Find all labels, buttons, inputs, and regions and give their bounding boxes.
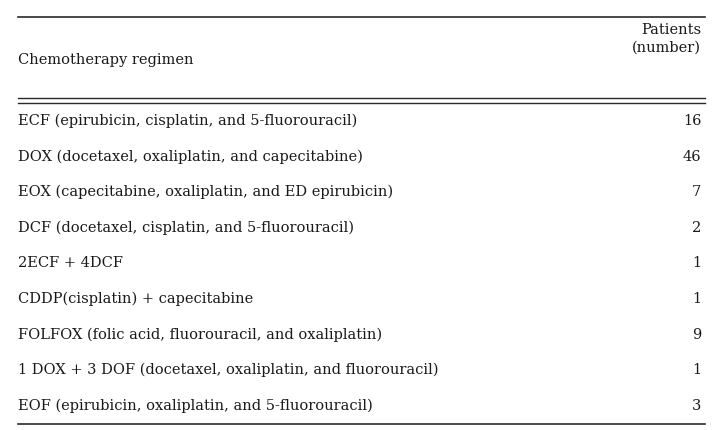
Text: 2ECF + 4DCF: 2ECF + 4DCF bbox=[18, 256, 123, 270]
Text: DCF (docetaxel, cisplatin, and 5-fluorouracil): DCF (docetaxel, cisplatin, and 5-fluorou… bbox=[18, 221, 354, 235]
Text: EOX (capecitabine, oxaliplatin, and ED epirubicin): EOX (capecitabine, oxaliplatin, and ED e… bbox=[18, 185, 393, 200]
Text: 3: 3 bbox=[692, 399, 701, 413]
Text: CDDP(cisplatin) + capecitabine: CDDP(cisplatin) + capecitabine bbox=[18, 292, 253, 306]
Text: DOX (docetaxel, oxaliplatin, and capecitabine): DOX (docetaxel, oxaliplatin, and capecit… bbox=[18, 149, 363, 164]
Text: Patients
(number): Patients (number) bbox=[633, 22, 701, 55]
Text: 9: 9 bbox=[692, 328, 701, 341]
Text: 46: 46 bbox=[683, 150, 701, 163]
Text: FOLFOX (folic acid, fluorouracil, and oxaliplatin): FOLFOX (folic acid, fluorouracil, and ox… bbox=[18, 327, 382, 342]
Text: 1: 1 bbox=[692, 292, 701, 306]
Text: ECF (epirubicin, cisplatin, and 5-fluorouracil): ECF (epirubicin, cisplatin, and 5-fluoro… bbox=[18, 114, 357, 128]
Text: 7: 7 bbox=[692, 185, 701, 199]
Text: 1: 1 bbox=[692, 363, 701, 377]
Text: 16: 16 bbox=[683, 114, 701, 128]
Text: EOF (epirubicin, oxaliplatin, and 5-fluorouracil): EOF (epirubicin, oxaliplatin, and 5-fluo… bbox=[18, 399, 373, 413]
Text: 1: 1 bbox=[692, 256, 701, 270]
Text: 1 DOX + 3 DOF (docetaxel, oxaliplatin, and fluorouracil): 1 DOX + 3 DOF (docetaxel, oxaliplatin, a… bbox=[18, 363, 439, 378]
Text: Chemotherapy regimen: Chemotherapy regimen bbox=[18, 53, 194, 67]
Text: 2: 2 bbox=[692, 221, 701, 235]
